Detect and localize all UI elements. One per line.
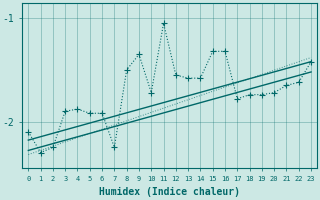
X-axis label: Humidex (Indice chaleur): Humidex (Indice chaleur) bbox=[99, 187, 240, 197]
